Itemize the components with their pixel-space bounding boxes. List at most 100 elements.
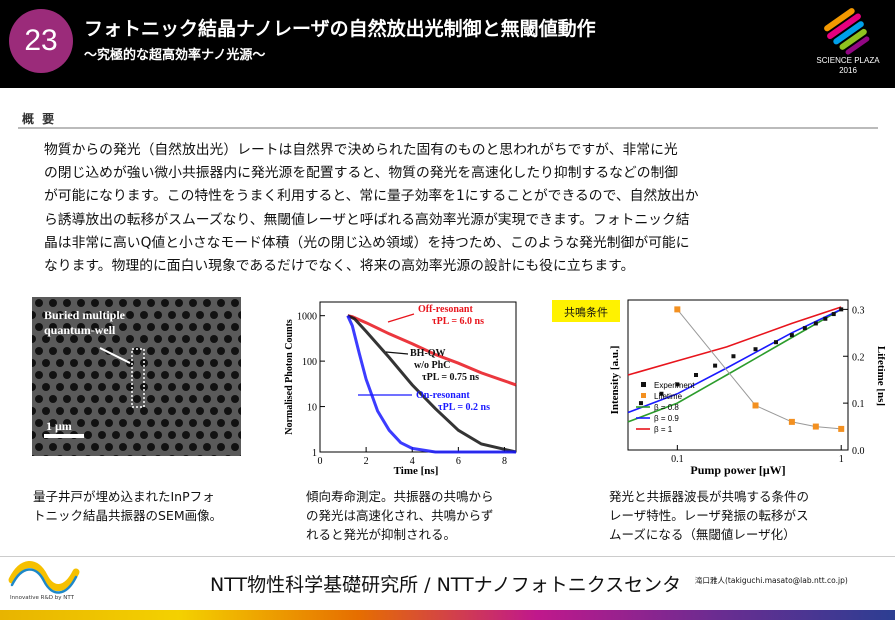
sem-label-line2: quantum-well <box>44 323 116 337</box>
chart1-arrow-bh <box>385 351 409 355</box>
chart2-experiment-point <box>789 333 794 338</box>
science-plaza-icon <box>824 8 870 55</box>
chart2-beta-line-1 <box>627 308 842 414</box>
lasing-chart: 共鳴条件 0.1 1 0.0 0.1 0.2 0.3 Experiment Lifetime… <box>552 299 885 477</box>
chart2-experiment-point <box>823 316 828 321</box>
caption-line: 発光と共振器波長が共鳴する条件の <box>609 489 810 504</box>
chart2-beta-line-2 <box>627 306 842 376</box>
chart1-series-2 <box>346 315 516 454</box>
chart1-xtick-label: 6 <box>456 456 461 467</box>
sem-image: Buried multiple quantum-well 1 μm <box>32 297 241 456</box>
chart2-experiment-point <box>675 382 680 387</box>
chart1-annotation: τPL = 6.0 ns <box>432 316 484 327</box>
chart2-lifetime-point <box>752 402 759 409</box>
rainbow-bar <box>0 610 895 620</box>
summary-line: なります。物理的に面白い現象であるだけでなく、将来の高効率光源の設計にも役に立ち… <box>44 258 635 275</box>
chart1-series-0 <box>347 314 517 387</box>
chart1-annotation: w/o PhC <box>414 360 450 371</box>
chart2-legend-label: β = 0.9 <box>654 414 679 423</box>
logo-year: 2016 <box>839 66 857 75</box>
footer-title: NTT物性科学基礎研究所 / NTTナノフォトニクスセンタ <box>210 574 682 596</box>
chart2-lifetime-point <box>838 425 845 432</box>
chart2-xtick-label: 0.1 <box>671 454 684 465</box>
chart1-ytick-label: 100 <box>302 357 317 368</box>
chart1-xtick-label: 0 <box>318 456 323 467</box>
chart2-lifetime-point <box>788 418 795 425</box>
caption-line: ムーズになる（無閾値レーザ化） <box>609 527 796 542</box>
chart2-experiment-point <box>753 347 758 352</box>
chart2-experiment-point <box>713 363 718 368</box>
caption-line: レーザ特性。レーザ発振の転移がス <box>609 508 809 523</box>
chart1-annotation: τPL = 0.2 ns <box>438 402 490 413</box>
scale-label: 1 μm <box>46 419 72 433</box>
chart2-y2tick-label: 0.0 <box>852 446 865 457</box>
chart2-xlabel: Pump power [μW] <box>690 463 785 477</box>
page-title: フォトニック結晶ナノレーザの自然放出光制御と無閾値動作 <box>84 18 596 40</box>
chart1-frame <box>319 301 517 453</box>
chart2-lifetime-point <box>674 306 681 313</box>
chart1-ylabel: Normalised Photon Counts <box>284 319 295 435</box>
cavity-box <box>131 348 145 408</box>
chart1-annotation: On-resonant <box>416 390 470 401</box>
logo-text: SCIENCE PLAZA <box>816 56 880 65</box>
section-label: 概 要 <box>22 112 57 126</box>
caption-line: の発光は高速化され、共鳴からず <box>306 508 494 523</box>
number-badge: 23 <box>9 9 73 73</box>
chart2-experiment-point <box>731 354 736 359</box>
chart1-annotation: τPL = 0.75 ns <box>422 372 479 383</box>
chart2-y2tick-label: 0.3 <box>852 305 865 316</box>
chart2-xtick-label: 1 <box>839 454 844 465</box>
caption-line: トニック結晶共振器のSEM画像。 <box>33 508 223 523</box>
chart2-legend-marker <box>641 393 646 398</box>
resonance-badge <box>552 300 620 322</box>
summary-line: が可能になります。この特性をうまく利用すると、常に量子効率を1にすることができる… <box>44 188 699 205</box>
summary-line: 物質からの発光（自然放出光）レートは自然界で決められた固有のものと思われがちです… <box>44 142 678 158</box>
pointer-line <box>99 347 131 364</box>
scale-bar <box>44 434 84 438</box>
science-plaza-logo: SCIENCE PLAZA 2016 <box>808 8 888 80</box>
caption-line: れると発光が抑制される。 <box>306 527 457 542</box>
chart2-y2label: Lifetime [ns] <box>875 346 885 406</box>
ntt-logo-text: Innovative R&D by NTT <box>10 595 74 601</box>
chart1-series-1 <box>347 314 517 454</box>
chart2-legend-label: Lifetime <box>654 392 683 401</box>
contact-info: 滝口雅人(takiguchi.masato@lab.ntt.co.jp) <box>695 576 848 585</box>
summary-text: 物質からの発光（自然放出光）レートは自然界で決められた固有のものと思われがちです… <box>44 139 864 278</box>
page-subtitle: 〜究極的な超高効率ナノ光源〜 <box>84 48 266 63</box>
chart2-ylabel: Intensity [a.u.] <box>609 346 621 415</box>
section-divider <box>18 127 878 129</box>
chart1-ytick-label: 10 <box>307 403 317 414</box>
chart2-experiment-point <box>638 401 643 406</box>
chart2-experiment-point <box>831 312 836 317</box>
chart2-legend-marker <box>641 382 646 387</box>
caption-lasing: 発光と共振器波長が共鳴する条件の レーザ特性。レーザ発振の転移がス ムーズになる… <box>609 487 879 544</box>
chart2-experiment-point <box>774 340 779 345</box>
caption-line: 傾向寿命測定。共振器の共鳴から <box>306 489 494 504</box>
chart2-legend-label: Experiment <box>654 381 695 390</box>
chart2-legend-label: β = 1 <box>654 425 673 434</box>
caption-decay: 傾向寿命測定。共振器の共鳴から の発光は高速化され、共鳴からず れると発光が抑制… <box>306 487 556 544</box>
chart1-annotation: BH-QW <box>410 348 446 359</box>
chart2-experiment-point <box>659 391 664 396</box>
chart1-xtick-label: 8 <box>502 456 507 467</box>
summary-line: ら誘導放出の転移がスムーズなり、無閾値レーザと呼ばれる高効率光源が実現できます。… <box>44 211 690 228</box>
chart1-xlabel: Time [ns] <box>394 465 439 477</box>
resonance-badge-text: 共鳴条件 <box>564 305 608 319</box>
chart1-ytick-label: 1 <box>312 448 317 459</box>
chart2-experiment-point <box>694 373 699 377</box>
chart2-experiment-point <box>839 307 844 312</box>
ntt-logo: Innovative R&D by NTT <box>6 558 82 608</box>
sem-label-line1: Buried multiple <box>44 308 126 322</box>
sem-photo: Buried multiple quantum-well 1 μm <box>32 297 241 456</box>
chart1-xtick-label: 4 <box>410 456 415 467</box>
footer-divider <box>0 556 895 557</box>
chart2-beta-line-0 <box>627 308 842 423</box>
chart2-lifetime-point <box>812 423 819 430</box>
chart1-ytick-label: 1000 <box>297 312 317 323</box>
header-bar: 23 フォトニック結晶ナノレーザの自然放出光制御と無閾値動作 〜究極的な超高効率… <box>0 0 895 88</box>
chart2-y2tick-label: 0.2 <box>852 352 865 363</box>
chart1-arrow-off <box>387 313 415 323</box>
chart2-experiment-point <box>802 326 807 331</box>
chart2-legend-label: β = 0.8 <box>654 403 679 412</box>
